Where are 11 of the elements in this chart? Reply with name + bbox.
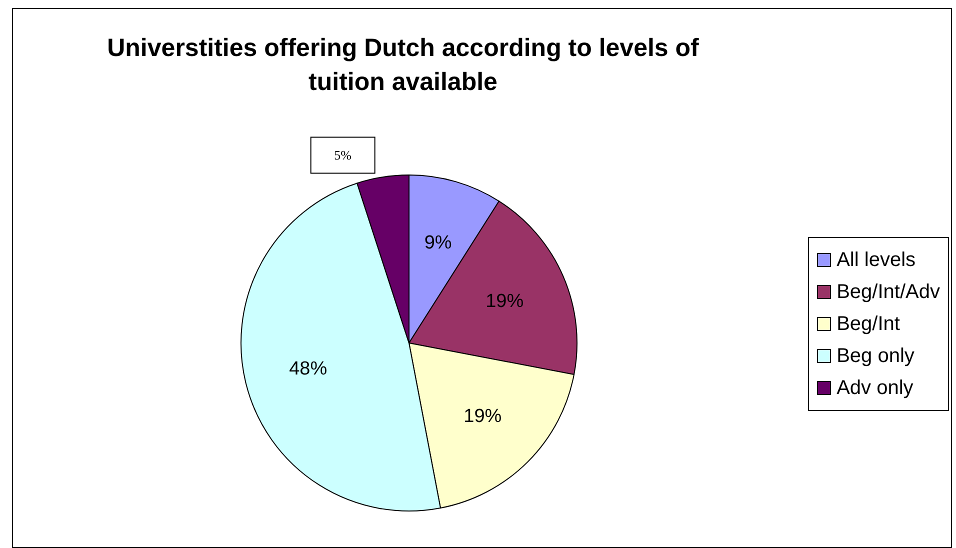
data-label: 48% xyxy=(289,358,328,380)
legend-label: Beg only xyxy=(836,344,914,369)
legend-label: Beg/Int xyxy=(836,312,900,337)
data-label: 9% xyxy=(424,232,452,254)
data-label: 19% xyxy=(464,406,502,428)
legend-label: Beg/Int/Adv xyxy=(836,280,940,305)
data-label: 5% xyxy=(334,148,352,163)
chart-title: Universtities offering Dutch according to levels of tuition available xyxy=(106,33,700,98)
data-label: 19% xyxy=(486,291,524,312)
legend-label: Adv only xyxy=(836,376,914,401)
legend-label: All levels xyxy=(836,248,916,273)
